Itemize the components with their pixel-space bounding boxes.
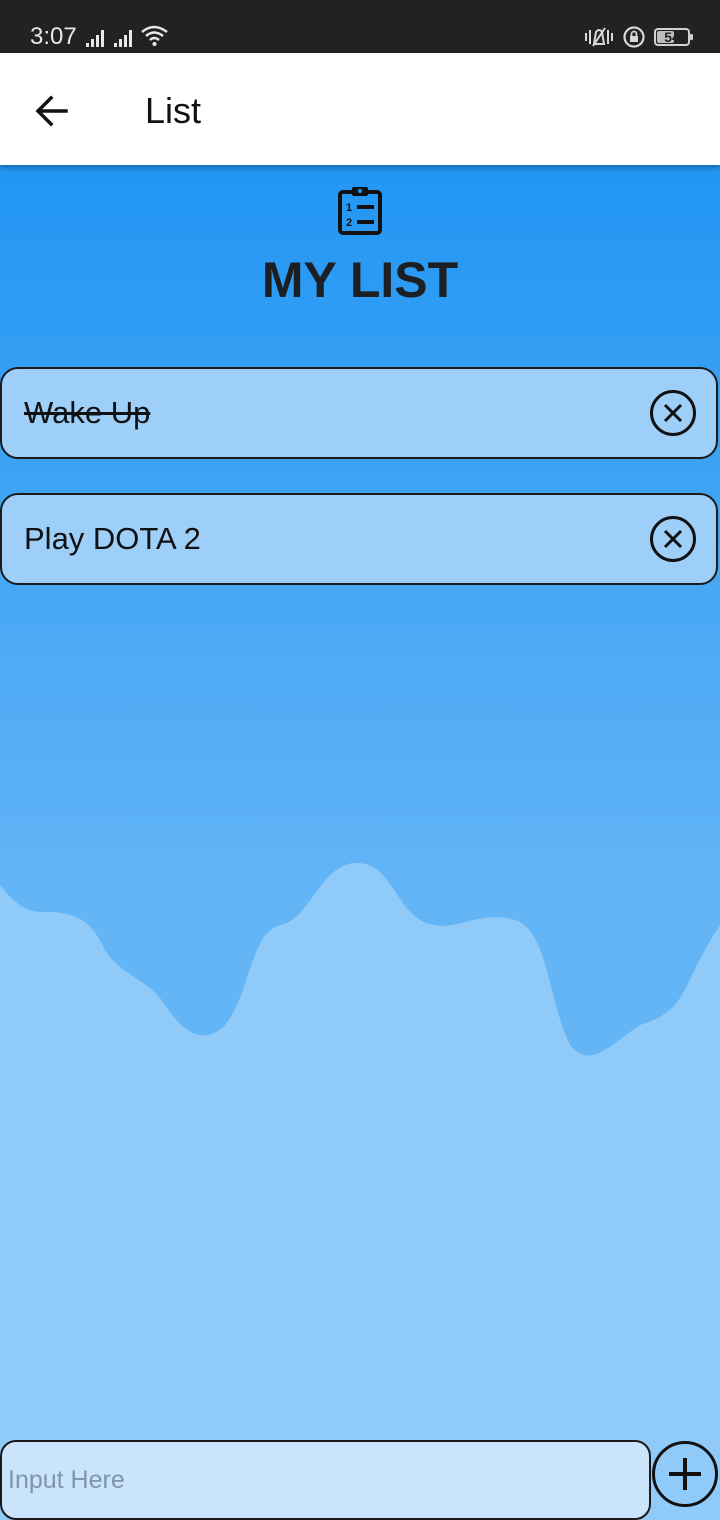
svg-text:1: 1	[346, 202, 352, 214]
status-left-icons	[86, 25, 170, 47]
signal-icon	[86, 30, 104, 47]
arrow-left-icon	[35, 95, 68, 127]
clipboard-list-icon: 1 2	[338, 187, 382, 235]
page-heading: MY LIST	[261, 252, 459, 308]
list-item[interactable]: Play DOTA 2	[0, 493, 718, 585]
wifi-icon	[141, 25, 168, 46]
close-icon	[663, 529, 683, 549]
status-time: 3:07	[30, 23, 77, 50]
vibrate-icon	[585, 27, 613, 47]
signal-icon	[114, 30, 132, 47]
back-button[interactable]	[26, 85, 78, 137]
wave-background	[0, 862, 720, 1520]
item-input[interactable]	[0, 1440, 651, 1520]
status-right-icons: 54	[584, 24, 693, 50]
list-item[interactable]: Wake Up	[0, 367, 718, 459]
list-screen: 1 2 MY LIST Wake Up Play DOTA 2	[0, 165, 720, 1520]
battery-level-text: 54	[664, 29, 680, 45]
list-item-text: Wake Up	[24, 395, 151, 430]
list-item-text: Play DOTA 2	[24, 521, 201, 556]
status-bar: 3:07	[0, 0, 720, 53]
app-bar: List	[0, 53, 720, 165]
rotation-lock-icon	[623, 26, 645, 48]
close-icon	[663, 403, 683, 423]
app-title: List	[145, 90, 202, 131]
add-item-button[interactable]	[652, 1441, 718, 1507]
svg-text:2: 2	[346, 217, 352, 229]
battery-icon: 54	[654, 28, 693, 46]
remove-item-button[interactable]	[650, 516, 696, 562]
battery-level-fill	[657, 31, 675, 43]
remove-item-button[interactable]	[650, 390, 696, 436]
plus-icon	[669, 1458, 701, 1490]
